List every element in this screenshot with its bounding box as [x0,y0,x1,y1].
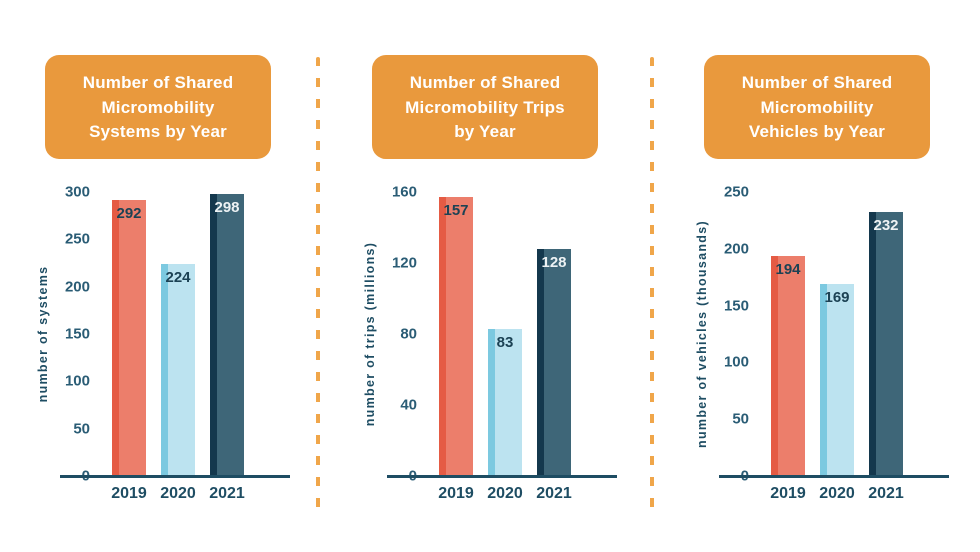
y-tick-label: 200 [723,240,749,258]
bar-2019: 292 [112,199,146,476]
y-tick-label: 100 [64,372,90,390]
bar-2021: 232 [869,212,903,476]
chart-title-banner: Number of Shared Micromobility Trips by … [372,55,598,159]
y-tick-label: 250 [64,230,90,248]
chart-title-line: Micromobility [101,97,215,117]
x-tick-label: 2020 [819,484,855,502]
y-tick-label: 150 [723,297,749,315]
bar-value-label: 83 [496,333,514,351]
chart-panel-systems: Number of Shared Micromobility Systems b… [0,0,316,552]
chart-title-line: Vehicles by Year [748,122,886,142]
x-axis-labels: 2019 2020 2021 [387,485,617,503]
bar-2020: 83 [488,328,522,476]
chart-title-line: Number of Shared [409,73,561,92]
y-tick-label: 80 [400,325,417,343]
x-axis-line [719,474,949,478]
x-axis-line [387,474,617,478]
bar-chart-systems: number of systems 050100150200250300 292… [0,184,316,503]
bar-value-label: 292 [116,204,142,222]
x-tick-label: 2020 [487,484,523,502]
bar-value-label: 169 [824,288,850,306]
bars: 157 83 128 [439,197,571,476]
y-tick-label: 300 [64,183,90,201]
chart-title-line: Micromobility [760,97,874,117]
y-axis-title: number of systems [36,265,50,403]
bar-value-label: 232 [873,217,899,235]
chart-title-line: Micromobility Trips [405,97,565,117]
x-axis-labels: 2019 2020 2021 [60,485,290,503]
chart-title-line: Systems by Year [89,122,227,142]
bar-value-label: 128 [541,253,567,271]
chart-title-line: Number of Shared [82,73,234,92]
bar-2020: 169 [820,283,854,476]
x-tick-label: 2021 [536,484,572,502]
bar-value-label: 194 [775,260,801,278]
bars: 194 169 232 [771,212,903,476]
y-axis-ticks: 050100150200250 [719,184,749,483]
bar-2019: 157 [439,197,473,476]
bar-2021: 128 [537,248,571,476]
bar-value-label: 224 [165,268,191,286]
y-axis-ticks: 04080120160 [387,184,417,483]
y-tick-label: 160 [391,183,417,201]
bar-value-label: 157 [443,202,469,220]
bars: 292 224 298 [112,193,244,476]
y-axis-title: number of trips (millions) [363,241,377,427]
y-axis-title: number of vehicles (thousands) [695,219,709,448]
x-tick-label: 2019 [111,484,147,502]
bar-2021: 298 [210,193,244,476]
x-axis-labels: 2019 2020 2021 [719,485,949,503]
y-tick-label: 100 [723,353,749,371]
x-tick-label: 2019 [770,484,806,502]
y-tick-label: 40 [400,396,417,414]
chart-title-banner: Number of Shared Micromobility Vehicles … [704,55,930,159]
y-tick-label: 250 [723,183,749,201]
bar-chart-vehicles: number of vehicles (thousands) 050100150… [654,184,980,503]
y-tick-label: 150 [64,325,90,343]
y-tick-label: 50 [732,410,749,428]
bar-2020: 224 [161,263,195,476]
dashed-divider [650,57,654,517]
x-tick-label: 2021 [209,484,245,502]
bar-chart-trips: number of trips (millions) 04080120160 1… [320,184,650,503]
dashed-divider [316,57,320,517]
chart-title-line: by Year [454,122,516,142]
bar-2019: 194 [771,255,805,476]
x-tick-label: 2020 [160,484,196,502]
y-tick-label: 200 [64,278,90,296]
x-axis-line [60,474,290,478]
y-tick-label: 50 [73,420,90,438]
y-axis-ticks: 050100150200250300 [60,184,90,483]
x-tick-label: 2019 [438,484,474,502]
chart-panel-trips: Number of Shared Micromobility Trips by … [320,0,650,552]
bar-value-label: 298 [214,198,240,216]
x-tick-label: 2021 [868,484,904,502]
y-tick-label: 120 [391,254,417,272]
chart-title-banner: Number of Shared Micromobility Systems b… [45,55,271,159]
chart-panel-vehicles: Number of Shared Micromobility Vehicles … [654,0,980,552]
chart-title-line: Number of Shared [741,73,893,92]
